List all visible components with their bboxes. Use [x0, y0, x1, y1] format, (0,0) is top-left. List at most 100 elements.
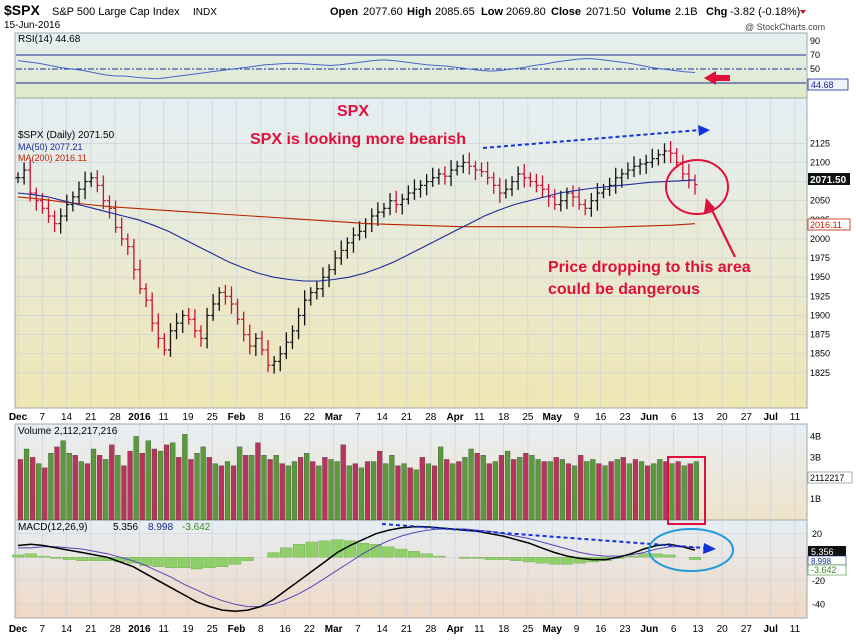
ohlc-bar	[515, 166, 521, 190]
macd-legend-signal: 8.998	[148, 522, 173, 533]
macd-legend-macd: 5.356	[113, 522, 138, 533]
ohlc-bar	[192, 309, 198, 338]
x-tick-label: 13	[692, 624, 704, 635]
volume-bar	[529, 455, 535, 521]
x-tick-label: 13	[692, 412, 704, 423]
signal-value-label: 8.998	[811, 557, 832, 566]
x-tick-label: 19	[182, 412, 194, 423]
macd-histogram-bar	[650, 553, 663, 558]
macd-histogram-bar	[75, 557, 88, 561]
macd-histogram-bar	[407, 551, 421, 558]
volume-bar	[237, 446, 243, 521]
volume-bar	[285, 465, 291, 521]
volume-bar	[504, 450, 511, 521]
volume-bar	[194, 453, 200, 521]
volume-bar	[230, 465, 237, 521]
volume-bar	[651, 463, 657, 521]
axis-layer: DecDec7714142121282820162016111119192525…	[9, 36, 830, 635]
macd-tick-label: -40	[812, 599, 825, 609]
ohlc-bar	[167, 323, 173, 357]
volume-bar	[84, 463, 91, 521]
volume-bar	[36, 463, 42, 521]
x-tick-label: 14	[61, 412, 73, 423]
volume-bar	[115, 455, 121, 521]
macd-tick-label: 20	[812, 529, 822, 539]
rsi-layer	[16, 54, 806, 84]
volume-bar	[371, 461, 377, 521]
ohlc-bar	[265, 339, 271, 373]
volume-bar	[608, 461, 614, 521]
volume-bar	[145, 440, 151, 521]
macd-histogram-bar	[165, 557, 178, 568]
x-tick-label: 2016	[128, 412, 151, 423]
ohlc-bar	[161, 333, 167, 356]
ohlc-bar	[387, 193, 393, 216]
ohlc-bar	[332, 250, 338, 275]
macd-histogram-bar	[178, 557, 191, 568]
ohlc-bar	[314, 281, 320, 300]
volume-bar	[632, 459, 639, 521]
volume-bar	[206, 457, 212, 521]
x-tick-label: May	[542, 624, 562, 635]
ohlc-bar	[15, 172, 21, 184]
ma200-value-box	[807, 218, 851, 231]
x-tick-label: Mar	[325, 412, 343, 423]
volume-bar	[486, 463, 492, 521]
rsi-tick-label: 50	[810, 64, 820, 74]
ohlc-bar	[442, 166, 448, 185]
volume-bar	[474, 453, 480, 521]
ohlc-bar	[131, 238, 137, 280]
macd-histogram-bar	[203, 557, 216, 568]
volume-bar	[66, 453, 72, 521]
price-tick-label: 2050	[810, 196, 830, 206]
volume-bar	[279, 463, 285, 521]
macd-histogram-bar	[37, 555, 50, 558]
x-tick-label: 6	[671, 412, 677, 423]
ohlc-bar	[94, 170, 100, 193]
ohlc-bar	[174, 313, 180, 340]
volume-bar	[492, 461, 499, 521]
ohlc-bar	[631, 156, 637, 177]
annotation-circle-price	[665, 159, 729, 215]
ohlc-bar	[430, 167, 436, 187]
ohlc-bar	[326, 264, 332, 288]
macd-legend-hist: -3.642	[182, 522, 211, 533]
x-tick-label: 22	[304, 412, 316, 423]
volume-bar	[304, 453, 310, 521]
macd-histogram-bar	[50, 557, 63, 559]
volume-bar	[188, 459, 194, 521]
x-tick-label: 11	[158, 412, 169, 423]
macd-histogram-bar	[305, 541, 318, 558]
ohlc-bar	[58, 208, 64, 234]
index-name: S&P 500 Large Cap Index	[52, 6, 180, 18]
grid	[16, 99, 806, 617]
ohlc-bar	[216, 287, 222, 311]
ohlc-bar	[381, 202, 387, 218]
price-tick-label: 1925	[810, 291, 830, 301]
low-value: 2069.80	[506, 6, 546, 18]
hist-value-box	[807, 564, 847, 576]
macd-value-box	[808, 546, 846, 556]
volume-bar	[297, 457, 304, 521]
x-tick-label: 9	[574, 624, 580, 635]
macd-histogram-bar	[88, 557, 101, 561]
x-tick-label: 21	[401, 624, 413, 635]
volume-bar	[377, 450, 383, 521]
ohlc-bar	[582, 199, 588, 216]
volume-bar	[352, 463, 358, 521]
volume-bar	[42, 467, 48, 521]
down-triangle-icon	[800, 10, 806, 14]
ohlc-bar	[308, 287, 314, 306]
macd-histogram-bar	[356, 543, 369, 558]
x-tick-label: 7	[40, 412, 46, 423]
low-label: Low	[481, 6, 503, 18]
volume-bar	[139, 453, 145, 521]
x-tick-label: Apr	[446, 624, 463, 635]
volume-bar	[535, 459, 541, 521]
volume-bar	[267, 459, 273, 521]
x-tick-label: 25	[522, 412, 534, 423]
ohlc-bar	[662, 143, 668, 164]
ohlc-bar	[497, 177, 503, 203]
volume-bar	[170, 442, 176, 521]
macd-histogram-bar	[216, 557, 229, 567]
